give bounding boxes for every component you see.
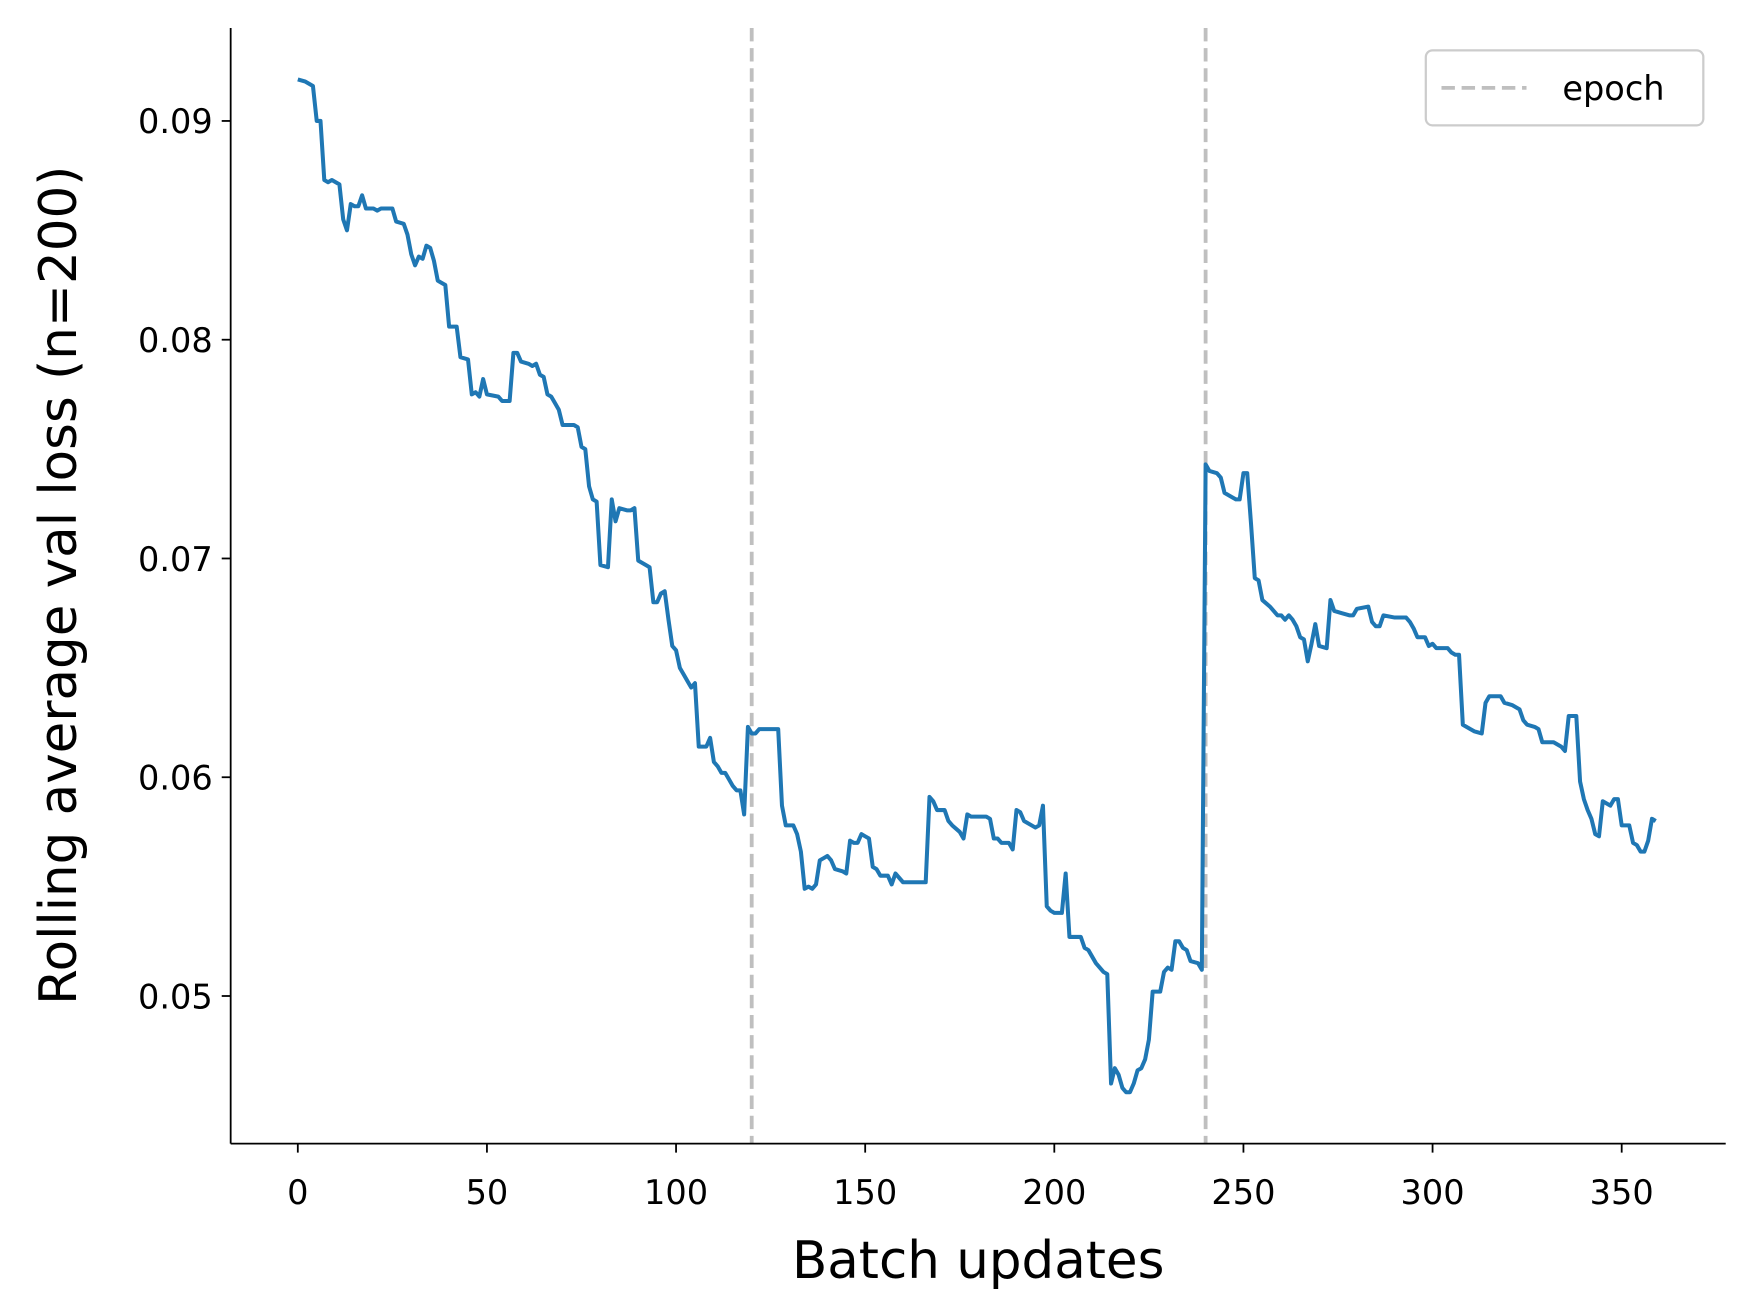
y-tick-label: 0.06	[138, 759, 213, 798]
x-tick-label: 250	[1211, 1173, 1275, 1212]
x-tick-label: 300	[1401, 1173, 1465, 1212]
x-tick-label: 150	[833, 1173, 897, 1212]
data-line	[297, 77, 1657, 1095]
x-tick-label: 200	[1022, 1173, 1086, 1212]
x-tick-label: 0	[287, 1173, 308, 1212]
legend-box	[1424, 49, 1705, 127]
x-tick-label: 350	[1590, 1173, 1654, 1212]
legend-label: epoch	[1562, 69, 1664, 108]
y-tick-label: 0.05	[138, 977, 213, 1016]
y-axis-label: Rolling average val loss (n=200)	[29, 166, 89, 1005]
y-tick-label: 0.09	[138, 102, 213, 141]
x-axis-label: Batch updates	[792, 1231, 1164, 1291]
x-tick-label: 50	[466, 1173, 509, 1212]
x-tick-label: 100	[644, 1173, 708, 1212]
y-tick-label: 0.08	[138, 321, 213, 360]
y-tick-label: 0.07	[138, 540, 213, 579]
